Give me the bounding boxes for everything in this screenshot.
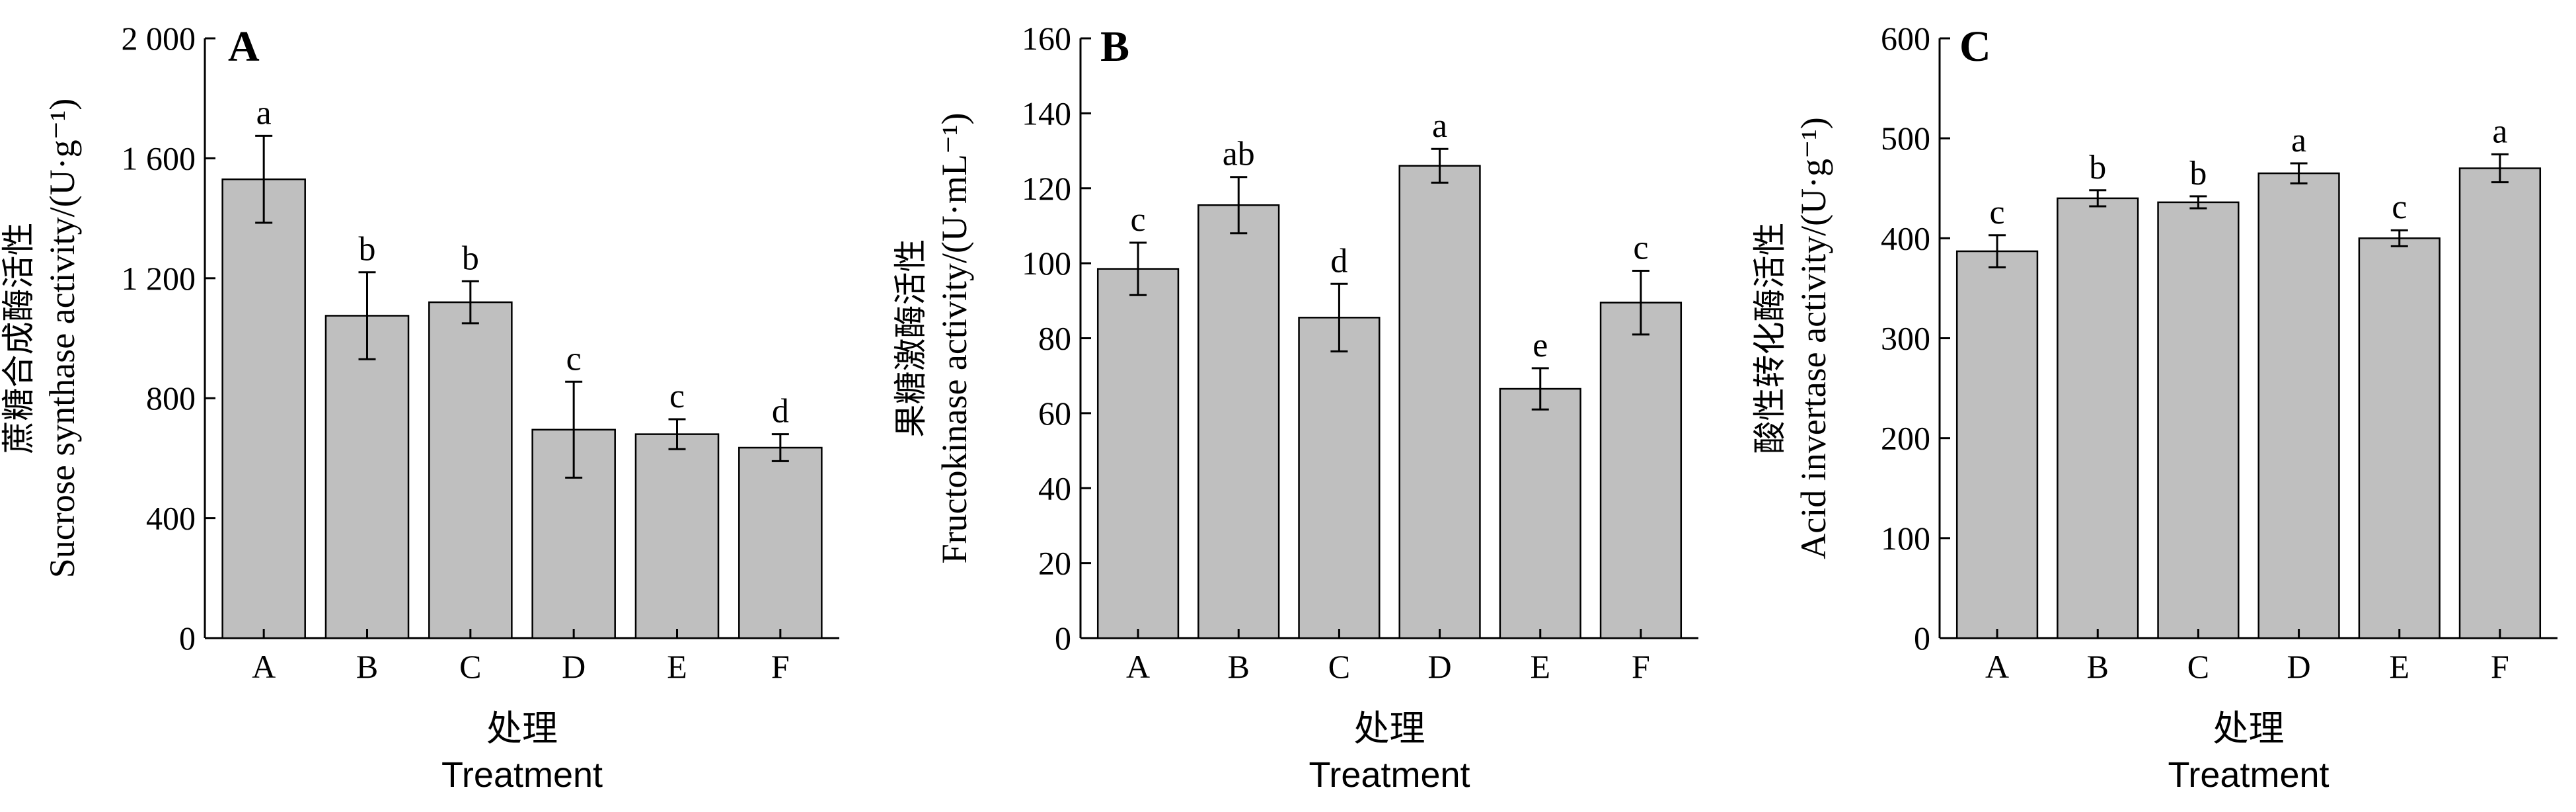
bar-b bbox=[324, 315, 410, 639]
x-tick-label: B bbox=[356, 648, 378, 685]
x-tick-label: D bbox=[1428, 648, 1452, 685]
significance-label: c bbox=[669, 378, 685, 415]
y-tick-label: 200 bbox=[1881, 420, 1930, 457]
significance-label: a bbox=[2492, 112, 2507, 150]
bar-b bbox=[1197, 204, 1280, 639]
x-tick-label: C bbox=[459, 648, 481, 685]
x-tick-label: F bbox=[1632, 648, 1650, 685]
panel-label: C bbox=[1959, 22, 1991, 71]
bar-a bbox=[221, 178, 306, 639]
significance-label: c bbox=[1633, 229, 1648, 266]
y-tick-label: 1 600 bbox=[122, 140, 196, 177]
significance-label: b bbox=[2089, 149, 2106, 186]
x-tick-label: B bbox=[1228, 648, 1250, 685]
x-tick-label: D bbox=[2287, 648, 2311, 685]
bar-f bbox=[738, 446, 823, 639]
y-tick-label: 60 bbox=[1038, 395, 1071, 432]
panel-label: A bbox=[228, 22, 260, 71]
significance-label: b bbox=[462, 239, 479, 277]
x-tick-label: E bbox=[667, 648, 687, 685]
x-tick-label: F bbox=[2491, 648, 2509, 685]
y-tick-label: 20 bbox=[1038, 545, 1071, 582]
significance-label: b bbox=[2189, 155, 2207, 192]
significance-label: a bbox=[256, 94, 272, 132]
significance-label: e bbox=[1533, 327, 1548, 364]
significance-label: ab bbox=[1223, 136, 1255, 173]
bar-d bbox=[1398, 165, 1481, 639]
x-axis-label-en: Treatment bbox=[2168, 755, 2329, 795]
y-tick-label: 0 bbox=[179, 620, 196, 657]
x-tick-label: A bbox=[1126, 648, 1150, 685]
bar-e bbox=[2358, 237, 2441, 639]
x-axis-label-cn: 处理 bbox=[486, 708, 558, 749]
bar-e bbox=[634, 433, 720, 639]
significance-label: c bbox=[566, 340, 582, 378]
bar-f bbox=[2458, 167, 2542, 639]
significance-label: c bbox=[1990, 194, 2005, 231]
y-axis-label-en: Acid invertase activity/(U·g⁻¹) bbox=[1794, 117, 1833, 559]
bar-d bbox=[2257, 172, 2340, 639]
y-tick-label: 0 bbox=[1914, 620, 1930, 657]
significance-label: c bbox=[1131, 201, 1146, 239]
y-tick-label: 80 bbox=[1038, 320, 1071, 357]
y-axis-label-cn: 酸性转化酶活性 bbox=[1751, 223, 1789, 454]
panel-label: B bbox=[1100, 22, 1129, 71]
x-tick-label: B bbox=[2087, 648, 2109, 685]
x-tick-label: E bbox=[2389, 648, 2409, 685]
y-tick-label: 40 bbox=[1038, 469, 1071, 507]
x-axis-label-en: Treatment bbox=[441, 755, 603, 795]
x-tick-label: A bbox=[252, 648, 276, 685]
x-tick-label: D bbox=[562, 648, 586, 685]
y-tick-label: 400 bbox=[146, 500, 196, 537]
x-tick-label: E bbox=[1530, 648, 1550, 685]
y-axis-label-cn: 果糖激酶活性 bbox=[891, 239, 930, 438]
y-tick-label: 800 bbox=[146, 380, 196, 417]
y-axis-label-cn: 蔗糖合成酶活性 bbox=[0, 223, 38, 454]
y-tick-label: 2 000 bbox=[122, 20, 196, 57]
significance-label: d bbox=[1330, 242, 1347, 280]
y-tick-label: 600 bbox=[1881, 20, 1930, 57]
significance-label: a bbox=[2291, 122, 2306, 159]
bar-c bbox=[428, 301, 513, 639]
x-axis-label-en: Treatment bbox=[1308, 755, 1470, 795]
chart-panel-c: 0 100 200 300 400 500 600 c Ab Bb Ca Dc Ea F C 酸性转化酶活性 A… bbox=[1751, 20, 2557, 795]
y-tick-label: 400 bbox=[1881, 220, 1930, 257]
significance-label: d bbox=[772, 393, 789, 430]
bar-e bbox=[1499, 387, 1581, 639]
x-tick-label: F bbox=[771, 648, 790, 685]
x-axis-label-cn: 处理 bbox=[1354, 708, 1425, 749]
y-tick-label: 500 bbox=[1881, 120, 1930, 157]
bar-b bbox=[2057, 197, 2139, 639]
y-axis-label-en: Fructokinase activity/(U·mL⁻¹) bbox=[934, 112, 974, 563]
bar-f bbox=[1599, 302, 1683, 639]
y-tick-label: 100 bbox=[1881, 520, 1930, 557]
significance-label: b bbox=[359, 231, 376, 268]
y-axis-label-en: Sucrose synthase activity/(U·g⁻¹) bbox=[42, 99, 82, 579]
y-tick-label: 300 bbox=[1881, 320, 1930, 357]
bar-a bbox=[1096, 268, 1180, 639]
significance-label: a bbox=[1432, 107, 1447, 145]
chart-panel-b: 0 20 40 60 80 100 120 140 160 c Aab Bd Ca De Ec F B 果糖激酶活… bbox=[891, 20, 1698, 795]
y-tick-label: 160 bbox=[1022, 20, 1071, 57]
y-tick-label: 140 bbox=[1022, 95, 1071, 132]
bar-c bbox=[1298, 317, 1381, 639]
significance-label: c bbox=[2392, 188, 2407, 226]
y-tick-label: 0 bbox=[1055, 620, 1071, 657]
bar-a bbox=[1955, 250, 2039, 639]
y-tick-label: 120 bbox=[1022, 170, 1071, 207]
x-axis-label-cn: 处理 bbox=[2213, 708, 2285, 749]
bar-c bbox=[2157, 201, 2240, 639]
x-tick-label: C bbox=[2187, 648, 2209, 685]
x-tick-label: C bbox=[1328, 648, 1350, 685]
y-tick-label: 100 bbox=[1022, 245, 1071, 282]
x-tick-label: A bbox=[1985, 648, 2009, 685]
y-tick-label: 1 200 bbox=[122, 260, 196, 297]
